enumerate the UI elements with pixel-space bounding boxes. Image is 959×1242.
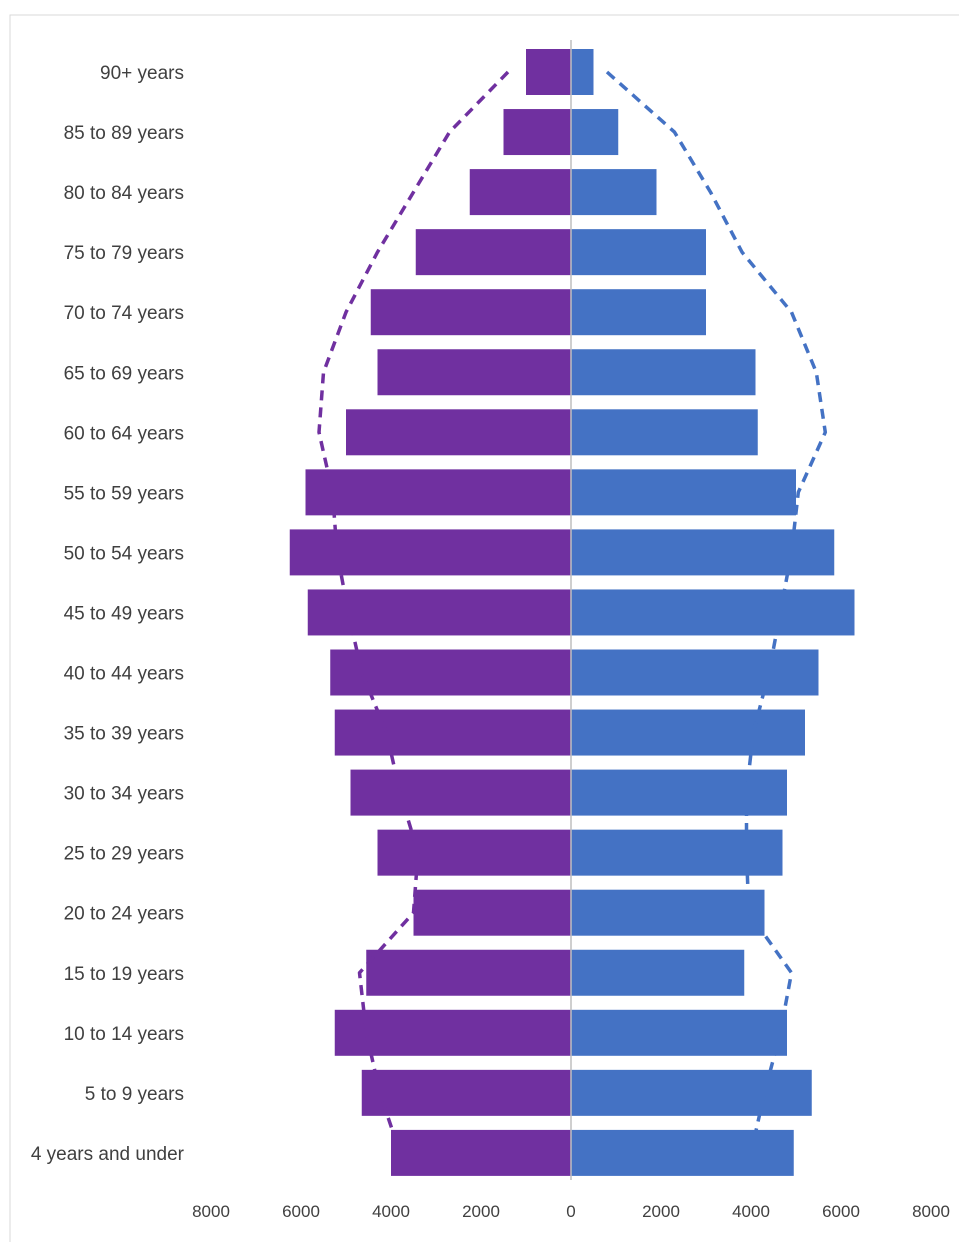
dashed-overlay-lines xyxy=(317,70,828,1154)
category-label-8: 50 to 54 years xyxy=(64,543,184,564)
bar-right-12 xyxy=(571,769,787,816)
category-label-2: 80 to 84 years xyxy=(64,183,184,204)
bar-right-15 xyxy=(571,949,745,996)
bar-left-0 xyxy=(526,49,571,95)
bar-left-10 xyxy=(330,649,571,696)
bar-left-15 xyxy=(366,949,571,996)
bar-left-14 xyxy=(413,889,571,936)
category-labels: 90+ years 85 to 89 years 80 to 84 years 75 … xyxy=(31,63,185,1165)
x-tick-label-0: 8000 xyxy=(192,1202,230,1221)
category-label-17: 5 to 9 years xyxy=(85,1084,184,1105)
bar-right-17 xyxy=(571,1069,812,1116)
bar-left-1 xyxy=(503,109,571,156)
bar-left-3 xyxy=(415,229,571,276)
bar-left-8 xyxy=(289,529,571,576)
bar-right-0 xyxy=(571,49,594,95)
bar-left-5 xyxy=(377,349,571,396)
bar-right-6 xyxy=(571,409,758,456)
bar-left-2 xyxy=(469,169,571,216)
bar-left-17 xyxy=(361,1069,571,1116)
bar-left-6 xyxy=(346,409,571,456)
x-tick-label-4: 0 xyxy=(566,1202,575,1221)
category-label-14: 20 to 24 years xyxy=(64,904,184,925)
category-label-9: 45 to 49 years xyxy=(64,603,184,624)
bar-right-18 xyxy=(571,1129,794,1176)
overlay-line-left xyxy=(317,70,510,1154)
bar-right-8 xyxy=(571,529,835,576)
category-label-12: 30 to 34 years xyxy=(64,784,184,805)
category-label-3: 75 to 79 years xyxy=(64,243,184,264)
bar-left-11 xyxy=(334,709,571,756)
category-label-7: 55 to 59 years xyxy=(64,483,184,504)
overlay-line-right xyxy=(605,70,828,1154)
bar-right-2 xyxy=(571,169,657,216)
x-tick-label-5: 2000 xyxy=(642,1202,680,1221)
x-tick-label-1: 6000 xyxy=(282,1202,320,1221)
category-label-5: 65 to 69 years xyxy=(64,363,184,384)
category-label-15: 15 to 19 years xyxy=(64,964,184,985)
right-series-bars xyxy=(571,49,855,1176)
bar-right-4 xyxy=(571,289,706,336)
category-label-4: 70 to 74 years xyxy=(64,303,184,324)
bar-right-10 xyxy=(571,649,819,696)
x-tick-label-2: 4000 xyxy=(372,1202,410,1221)
bar-right-1 xyxy=(571,109,619,156)
bar-left-4 xyxy=(370,289,571,336)
bar-right-5 xyxy=(571,349,756,396)
x-axis-tick-labels: 8000 6000 4000 2000 0 2000 4000 6000 8000 xyxy=(192,1202,950,1221)
category-label-0: 90+ years xyxy=(100,63,184,84)
bar-left-7 xyxy=(305,469,571,516)
bar-left-18 xyxy=(391,1129,571,1176)
category-label-16: 10 to 14 years xyxy=(64,1024,184,1045)
x-tick-label-8: 8000 xyxy=(912,1202,950,1221)
category-label-1: 85 to 89 years xyxy=(64,123,184,144)
bar-right-3 xyxy=(571,229,706,276)
x-tick-label-6: 4000 xyxy=(732,1202,770,1221)
bar-left-13 xyxy=(377,829,571,876)
category-label-6: 60 to 64 years xyxy=(64,423,184,444)
x-tick-label-7: 6000 xyxy=(822,1202,860,1221)
bar-right-7 xyxy=(571,469,796,516)
left-series-bars xyxy=(289,49,571,1176)
bar-left-16 xyxy=(334,1009,571,1056)
bar-right-13 xyxy=(571,829,783,876)
category-label-10: 40 to 44 years xyxy=(64,664,184,685)
chart-frame xyxy=(9,14,959,1242)
bar-right-16 xyxy=(571,1009,787,1056)
bar-right-14 xyxy=(571,889,765,936)
x-tick-label-3: 2000 xyxy=(462,1202,500,1221)
category-label-18: 4 years and under xyxy=(31,1144,185,1165)
category-label-13: 25 to 29 years xyxy=(64,844,184,865)
bar-left-12 xyxy=(350,769,571,816)
category-label-11: 35 to 39 years xyxy=(64,724,184,745)
bar-right-11 xyxy=(571,709,805,756)
bar-right-9 xyxy=(571,589,855,636)
